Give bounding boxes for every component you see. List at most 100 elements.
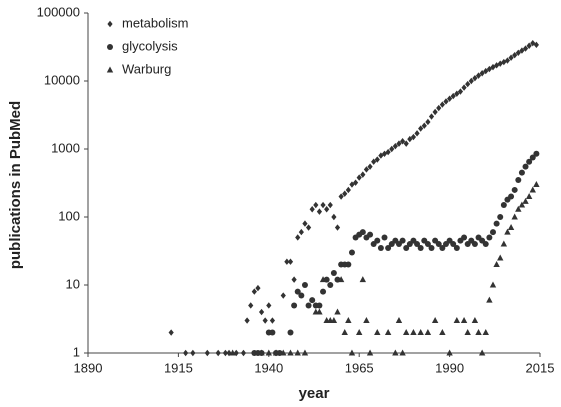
data-point [367,231,374,238]
data-point [258,349,265,356]
data-point [493,220,500,227]
data-point [356,329,363,336]
data-point [309,297,316,304]
data-point [331,213,337,221]
data-point [453,317,461,324]
legend-marker [106,66,114,73]
data-point [519,47,525,54]
data-point [222,349,229,357]
data-point [468,77,474,85]
data-point [461,234,468,241]
data-point [381,234,388,241]
data-point [508,54,514,61]
data-point [464,329,471,336]
data-point [284,258,290,265]
data-point [479,70,485,77]
y-tick-label: 100000 [37,4,80,19]
data-point [327,201,333,209]
data-point [295,234,301,241]
data-point [518,201,526,208]
data-point [526,42,532,49]
data-point [294,288,301,295]
data-point [511,213,518,220]
data-point [461,84,467,91]
data-point [272,349,280,356]
data-point [533,41,539,49]
data-point [450,241,457,248]
data-point [298,292,305,299]
data-point [530,39,536,47]
data-point [522,197,529,204]
data-point [367,163,373,170]
data-point [251,288,257,295]
data-point [515,49,521,56]
data-point [399,349,406,356]
data-point [262,317,268,324]
data-point [298,228,304,236]
data-point [183,349,189,357]
data-point [512,51,518,59]
data-point [475,329,482,336]
data-point [486,296,493,303]
data-point [385,245,392,252]
data-point [414,241,421,248]
data-point [330,270,337,277]
legend-label: Warburg [122,61,171,76]
data-point [255,284,261,292]
data-point [168,329,174,336]
data-point [395,317,403,324]
data-point [287,329,294,336]
data-point [471,241,478,248]
data-point [265,349,272,356]
y-axis-title: publications in PubMed [7,101,24,269]
data-point [341,329,348,336]
legend-marker [107,44,113,50]
data-point [349,181,355,188]
data-point [500,240,508,247]
x-tick-label: 1990 [435,360,464,375]
data-point [478,349,486,356]
data-point [407,135,413,143]
x-tick-label: 1890 [74,360,103,375]
data-point [403,245,410,252]
data-point [428,113,435,120]
data-point [529,186,536,193]
data-point [309,206,315,213]
y-tick-label: 100 [58,208,80,223]
data-point [338,193,344,200]
data-point [330,317,338,324]
data-point [348,249,355,256]
data-point [287,349,294,356]
data-point [342,190,348,197]
data-point [431,317,439,324]
data-point [301,349,309,356]
data-point [403,140,409,147]
data-point [313,201,319,209]
data-point [522,163,529,170]
data-point [190,349,196,357]
data-point [320,288,327,295]
data-point [424,329,432,336]
data-point [529,154,536,161]
data-point [334,308,341,315]
data-point [371,158,377,165]
data-point [269,317,276,324]
data-point [280,349,287,356]
x-tick-label: 1940 [254,360,283,375]
data-point [410,133,417,141]
data-point [486,234,493,241]
data-point [385,148,391,156]
data-point [302,220,308,227]
data-point [465,80,471,88]
data-point [359,229,366,236]
data-point [345,186,351,194]
data-point [424,241,431,248]
data-point [533,181,540,188]
data-point [291,276,297,283]
data-point [446,349,453,356]
data-point [392,349,399,356]
data-point [518,169,525,176]
data-point [360,171,366,178]
data-point [389,145,395,153]
